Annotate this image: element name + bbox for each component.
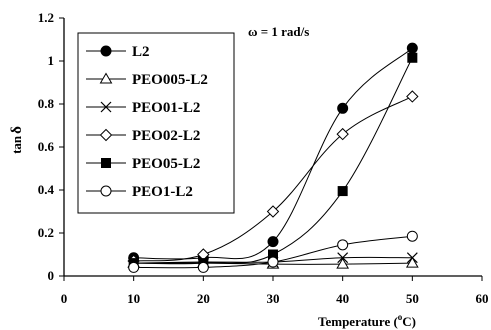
- data-point: [128, 261, 140, 273]
- legend-label: PEO01-L2: [132, 100, 200, 116]
- x-tick-label: 50: [406, 291, 419, 306]
- x-tick-label: 0: [61, 291, 68, 306]
- legend-label: PEO02-L2: [132, 128, 200, 144]
- axes: 0 0.2 0.4 0.6 0.8 1 1.2 0 10 20 30 40 50 60: [38, 10, 489, 306]
- legend-item-l2: L2: [86, 44, 150, 60]
- data-point: [99, 128, 113, 142]
- x-tick-label: 60: [476, 291, 489, 306]
- data-point: [407, 52, 418, 63]
- data-point-stroke: [100, 101, 112, 113]
- omega-annotation: ω = 1 rad/s: [248, 24, 309, 39]
- data-point: [267, 236, 279, 248]
- data-point: [405, 256, 419, 268]
- data-point: [100, 45, 112, 57]
- data-point: [337, 186, 348, 197]
- series-layer: [127, 42, 419, 273]
- legend-item-peo1-l2: PEO1-L2: [86, 184, 193, 200]
- x-axis-title-main: Temperature (: [318, 314, 398, 329]
- x-tick-label: 20: [197, 291, 210, 306]
- y-axis-title-delta: δ: [9, 126, 25, 134]
- data-point-stroke: [406, 252, 418, 264]
- x-tick-label: 10: [127, 291, 140, 306]
- x-axis-title-sup: o: [398, 312, 403, 322]
- y-axis-title-main: tan: [9, 135, 24, 154]
- legend-label: L2: [132, 44, 150, 60]
- legend: L2 PEO005-L2 PEO01-L2 PEO02-L2 PEO05-L2 PEO1-…: [77, 32, 235, 214]
- data-point: [406, 252, 418, 264]
- legend-label: PEO05-L2: [132, 156, 200, 172]
- y-tick-label: 0.8: [38, 96, 55, 111]
- legend-item-peo01-l2: PEO01-L2: [86, 100, 200, 116]
- data-point: [337, 239, 349, 251]
- series-line: [133, 57, 413, 265]
- data-point: [336, 257, 350, 269]
- data-point: [100, 185, 112, 197]
- y-axis-title: tanδ: [9, 126, 25, 154]
- data-point: [100, 101, 112, 113]
- series-peo1-l2: [128, 230, 418, 273]
- y-tick-label: 0.2: [38, 225, 54, 240]
- data-point: [268, 249, 278, 260]
- data-point: [406, 230, 418, 242]
- data-point: [336, 127, 349, 141]
- y-tick-label: 0.6: [38, 139, 55, 154]
- y-tick-label: 0: [48, 268, 55, 283]
- x-axis-title: Temperature (oC): [318, 312, 416, 329]
- legend-item-peo05-l2: PEO05-L2: [86, 156, 200, 172]
- data-point: [197, 261, 209, 273]
- legend-item-peo005-l2: PEO005-L2: [86, 72, 208, 88]
- legend-label: PEO005-L2: [132, 72, 208, 88]
- data-point: [406, 90, 419, 103]
- data-point: [337, 102, 349, 114]
- data-point: [99, 72, 113, 84]
- y-tick-label: 1.2: [38, 10, 54, 25]
- data-point-stroke: [337, 252, 349, 264]
- data-point: [406, 42, 418, 54]
- data-point: [337, 252, 349, 264]
- legend-item-peo02-l2: PEO02-L2: [86, 128, 200, 144]
- legend-label: PEO1-L2: [132, 184, 193, 200]
- data-point: [267, 256, 279, 268]
- x-tick-label: 30: [267, 291, 280, 306]
- y-tick-label: 1: [48, 53, 55, 68]
- data-point: [101, 158, 111, 168]
- x-tick-label: 40: [336, 291, 349, 306]
- legend-box: [77, 32, 235, 214]
- data-point: [266, 205, 280, 218]
- x-axis-title-end: C): [402, 314, 416, 329]
- y-tick-label: 0.4: [38, 182, 55, 197]
